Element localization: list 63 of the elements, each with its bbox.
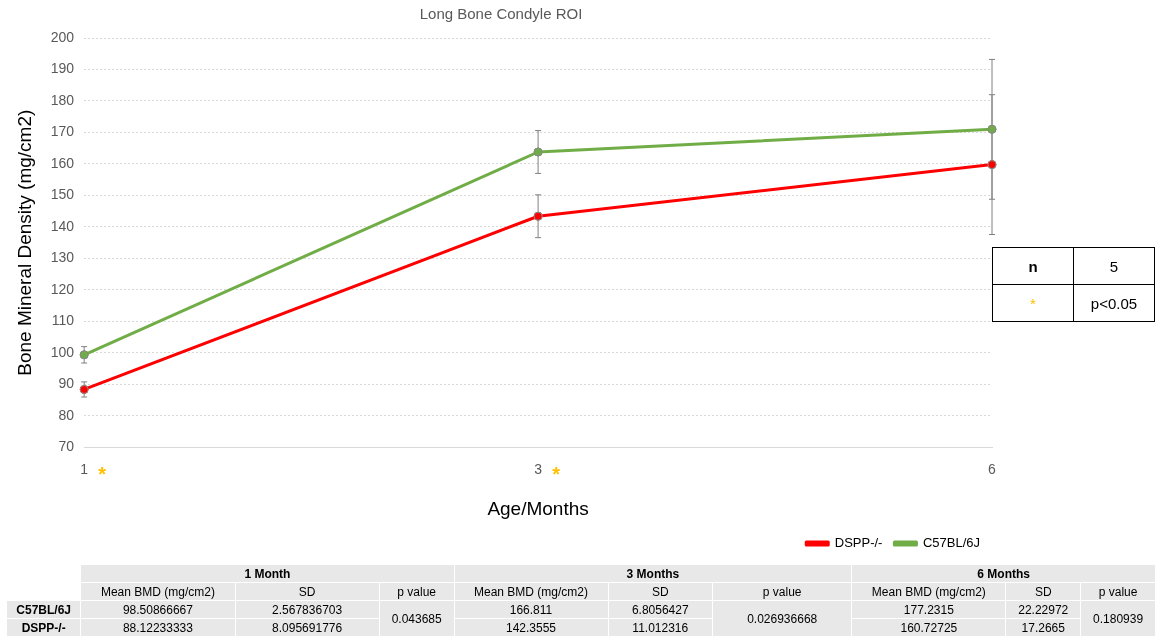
text: 3 Months xyxy=(454,564,852,583)
text: 11.012316 xyxy=(608,618,713,637)
x-axis-title: Age/Months xyxy=(487,497,589,519)
text: Mean BMD (mg/cm2) xyxy=(851,582,1006,601)
point xyxy=(987,160,997,170)
text: Mean BMD (mg/cm2) xyxy=(80,582,235,601)
text: 98.50866667 xyxy=(80,600,235,619)
text: Mean BMD (mg/cm2) xyxy=(454,582,608,601)
text: SD xyxy=(608,582,713,601)
text: 1 Month xyxy=(80,564,455,583)
point xyxy=(533,211,543,221)
y-tick-label: 120 xyxy=(50,280,75,297)
text: * xyxy=(552,462,561,485)
y-tick-label: 80 xyxy=(58,406,75,423)
y-tick-label: 90 xyxy=(58,375,75,392)
text: 142.3555 xyxy=(454,618,608,637)
y-tick-label: 160 xyxy=(50,154,75,171)
x-tick-label: 6 xyxy=(988,460,997,477)
text: * xyxy=(992,284,1074,322)
point xyxy=(79,384,89,394)
y-tick-label: 130 xyxy=(50,249,75,266)
y-tick-label: 70 xyxy=(58,438,75,455)
text: 22.22972 xyxy=(1005,600,1081,619)
text: 6.8056427 xyxy=(608,600,713,619)
text: p value xyxy=(712,582,852,601)
text: * xyxy=(98,462,107,485)
text: 5 xyxy=(1073,247,1155,285)
text: 8.095691776 xyxy=(235,618,380,637)
text: 2.567836703 xyxy=(235,600,380,619)
legend-label: DSPP-/- xyxy=(834,535,883,551)
y-tick-label: 200 xyxy=(50,28,75,45)
text: DSPP-/- xyxy=(6,618,81,637)
text: 166.811 xyxy=(454,600,608,619)
text: 160.72725 xyxy=(851,618,1006,637)
text: n xyxy=(992,247,1074,285)
point xyxy=(533,147,543,157)
text: SD xyxy=(1005,582,1081,601)
y-tick-label: 140 xyxy=(50,217,75,234)
y-tick-label: 190 xyxy=(50,60,75,77)
text: 0.180939 xyxy=(1080,600,1156,637)
text: p value xyxy=(379,582,455,601)
chart-title: Long Bone Condyle ROI xyxy=(419,5,583,23)
legend-label: C57BL/6J xyxy=(922,535,980,551)
text: 6 Months xyxy=(851,564,1156,583)
text: C57BL/6J xyxy=(6,600,81,619)
text: 0.026936668 xyxy=(712,600,852,637)
y-tick-label: 170 xyxy=(50,123,75,140)
y-tick-label: 110 xyxy=(51,312,75,329)
y-tick-label: 180 xyxy=(50,91,75,108)
y-tick-label: 100 xyxy=(50,343,75,360)
text: 177.2315 xyxy=(851,600,1006,619)
y-axis-title: Bone Mineral Density (mg/cm2) xyxy=(13,109,35,376)
point xyxy=(987,124,997,134)
x-tick-label: 3 xyxy=(534,460,543,477)
y-tick-label: 150 xyxy=(50,186,75,203)
text: 17.2665 xyxy=(1005,618,1081,637)
text: SD xyxy=(235,582,380,601)
text: p<0.05 xyxy=(1073,284,1155,322)
point xyxy=(79,350,89,360)
text: 0.043685 xyxy=(379,600,455,637)
x-tick-label: 1 xyxy=(80,460,89,477)
text: 88.12233333 xyxy=(80,618,235,637)
text: p value xyxy=(1080,582,1156,601)
